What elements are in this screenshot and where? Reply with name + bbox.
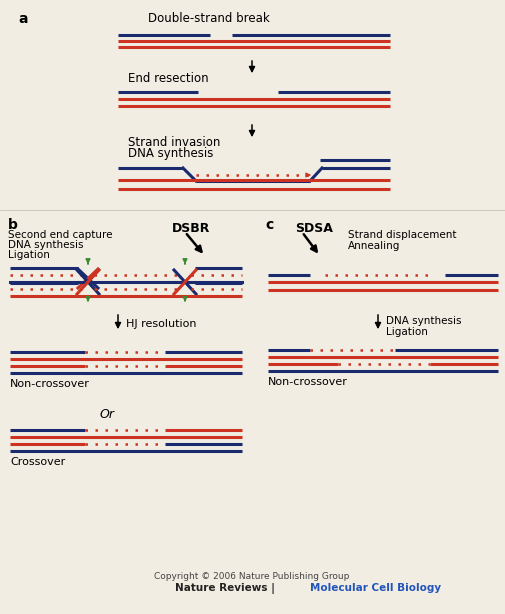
Text: Strand invasion: Strand invasion (128, 136, 220, 149)
Text: Ligation: Ligation (8, 250, 50, 260)
Text: Second end capture: Second end capture (8, 230, 113, 240)
Text: End resection: End resection (128, 72, 209, 85)
Text: Crossover: Crossover (10, 457, 65, 467)
Text: DSBR: DSBR (172, 222, 211, 235)
Text: DNA synthesis: DNA synthesis (128, 147, 214, 160)
Text: Molecular Cell Biology: Molecular Cell Biology (310, 583, 441, 593)
Text: Or: Or (100, 408, 115, 421)
Text: Strand displacement: Strand displacement (348, 230, 457, 240)
Text: HJ resolution: HJ resolution (126, 319, 196, 329)
Text: b: b (8, 218, 18, 232)
Text: Double-strand break: Double-strand break (148, 12, 270, 25)
Text: SDSA: SDSA (295, 222, 333, 235)
Text: Nature Reviews |: Nature Reviews | (175, 583, 279, 594)
Text: Non-crossover: Non-crossover (268, 377, 348, 387)
Text: Non-crossover: Non-crossover (10, 379, 90, 389)
Text: DNA synthesis: DNA synthesis (386, 316, 462, 326)
Text: Annealing: Annealing (348, 241, 400, 251)
Text: Ligation: Ligation (386, 327, 428, 337)
Text: a: a (18, 12, 27, 26)
Text: DNA synthesis: DNA synthesis (8, 240, 83, 250)
Text: Copyright © 2006 Nature Publishing Group: Copyright © 2006 Nature Publishing Group (155, 572, 349, 581)
Text: c: c (265, 218, 273, 232)
